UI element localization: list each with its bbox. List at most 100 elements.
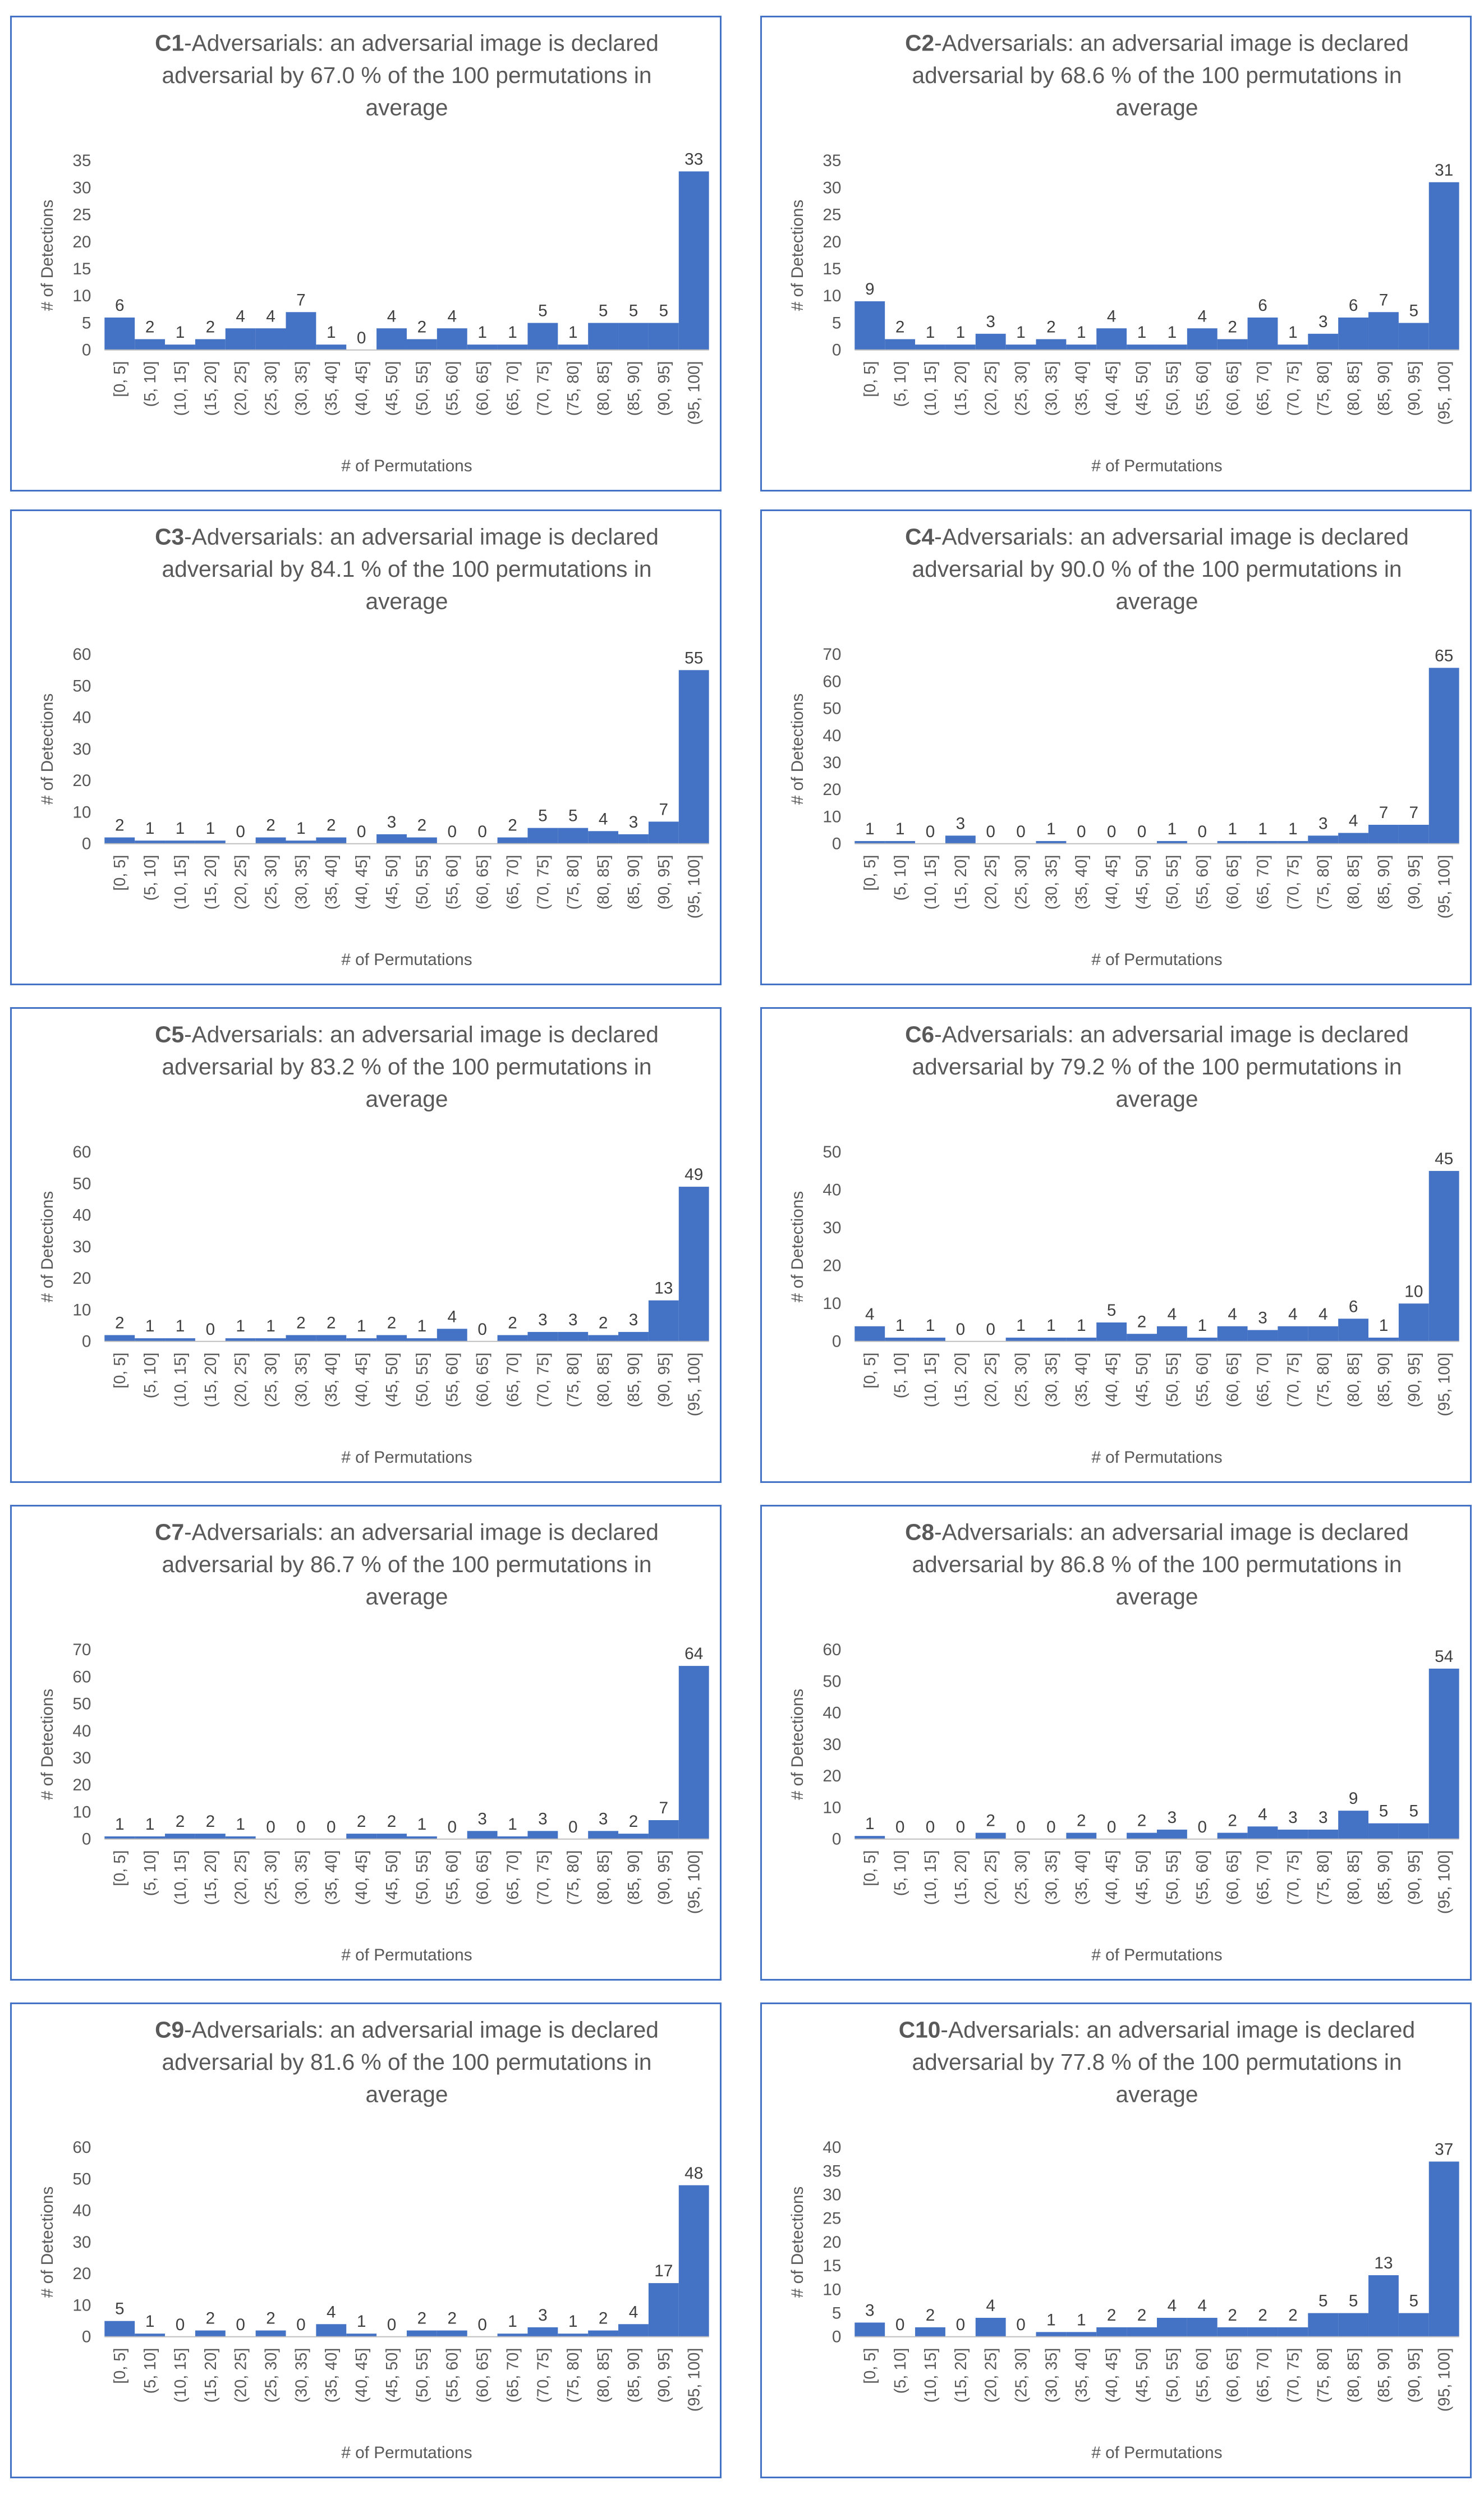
data-label: 1 — [1046, 820, 1056, 838]
data-label: 2 — [115, 1314, 125, 1333]
bar — [1217, 840, 1248, 844]
x-tick-label: (90, 95] — [655, 1353, 673, 1408]
x-tick-label: (95, 100] — [1436, 361, 1454, 425]
x-tick-label: (65, 70] — [1254, 2348, 1272, 2403]
data-label: 1 — [417, 1815, 427, 1834]
data-label: 0 — [357, 823, 366, 841]
data-label: 7 — [296, 291, 306, 309]
bar — [558, 2334, 589, 2337]
bar — [1096, 1322, 1127, 1342]
x-tick-label: [0, 5] — [861, 2348, 879, 2384]
bar — [104, 1836, 135, 1839]
data-label: 4 — [1288, 1305, 1298, 1324]
x-tick-label: (20, 25] — [232, 1353, 250, 1408]
bar — [1217, 1832, 1248, 1839]
data-label: 4 — [447, 1307, 457, 1326]
x-tick-label: (35, 40] — [1073, 2348, 1091, 2403]
bar — [195, 840, 226, 844]
chart-title-line-3: average — [1115, 1086, 1198, 1112]
y-tick-label: 20 — [72, 771, 91, 790]
bar — [225, 1338, 256, 1342]
bar — [1368, 1823, 1399, 1839]
chart-svg: C5-Adversarials: an adversarial image is… — [38, 1022, 709, 1467]
bar — [1217, 1326, 1248, 1342]
chart-name: C7 — [155, 1519, 184, 1545]
x-tick-label: (50, 55] — [414, 855, 431, 910]
chart-title-line-2: adversarial by 84.1 % of the 100 permuta… — [162, 556, 651, 582]
y-tick-label: 0 — [82, 835, 91, 853]
bar — [1217, 2327, 1248, 2337]
data-label: 2 — [1137, 2306, 1147, 2325]
x-tick-label: (45, 50] — [383, 361, 401, 416]
data-label: 0 — [477, 2316, 487, 2334]
x-tick-label: (5, 10] — [141, 1353, 159, 1399]
x-tick-label: (40, 45] — [353, 1353, 371, 1408]
data-label: 0 — [1016, 823, 1026, 841]
bar — [1338, 2313, 1369, 2337]
x-tick-label: (60, 65] — [474, 855, 492, 910]
data-label: 0 — [236, 2316, 245, 2334]
x-tick-label: (55, 60] — [1194, 855, 1212, 910]
chart-title-line-1: C7-Adversarials: an adversarial image is… — [155, 1519, 659, 1545]
x-tick-label: (35, 40] — [323, 1850, 341, 1905]
bar — [648, 1300, 679, 1342]
data-label: 4 — [1258, 1805, 1267, 1824]
x-tick-label: (95, 100] — [1436, 1850, 1454, 1914]
data-label: 2 — [327, 816, 336, 835]
data-label: 54 — [1435, 1647, 1453, 1666]
bar — [346, 2334, 377, 2337]
x-tick-label: (45, 50] — [383, 1850, 401, 1905]
y-tick-label: 20 — [72, 1776, 91, 1794]
x-tick-label: (60, 65] — [1224, 855, 1242, 910]
chart-title-text: -Adversarials: an adversarial image is d… — [184, 1519, 659, 1545]
bar — [618, 2324, 649, 2337]
chart-panel-c4: C4-Adversarials: an adversarial image is… — [760, 509, 1472, 985]
chart-title-line-3: average — [1115, 2082, 1198, 2107]
x-tick-label: (5, 10] — [141, 855, 159, 901]
x-tick-label: (95, 100] — [1436, 2348, 1454, 2412]
y-tick-label: 70 — [72, 1641, 91, 1659]
y-tick-label: 10 — [72, 1301, 91, 1319]
bar — [1217, 339, 1248, 350]
bar — [678, 171, 709, 350]
data-label: 6 — [1349, 1297, 1358, 1316]
y-tick-label: 40 — [72, 1722, 91, 1740]
y-tick-label: 30 — [72, 2233, 91, 2252]
x-tick-label: (45, 50] — [1133, 361, 1151, 416]
x-tick-label: (25, 30] — [1013, 361, 1031, 416]
x-tick-label: (20, 25] — [232, 1850, 250, 1905]
bar — [497, 1335, 528, 1342]
bar — [1096, 328, 1127, 350]
x-tick-label: (40, 45] — [353, 361, 371, 416]
y-tick-label: 40 — [72, 709, 91, 727]
bar — [1398, 825, 1429, 844]
y-tick-label: 15 — [823, 2257, 841, 2275]
bar — [104, 317, 135, 350]
data-label: 5 — [1107, 1301, 1117, 1320]
x-tick-label: (25, 30] — [263, 855, 281, 910]
bar — [1278, 1326, 1308, 1342]
data-label: 1 — [1016, 1316, 1026, 1335]
data-label: 1 — [357, 2312, 366, 2331]
bar — [1308, 1829, 1339, 1839]
data-label: 48 — [684, 2164, 703, 2183]
x-tick-label: (15, 20] — [952, 855, 970, 910]
x-tick-label: (65, 70] — [1254, 1850, 1272, 1905]
bar — [915, 1338, 945, 1342]
chart-title-line-1: C10-Adversarials: an adversarial image i… — [899, 2017, 1415, 2043]
bar — [588, 2330, 619, 2337]
bar — [588, 1335, 619, 1342]
y-tick-label: 25 — [823, 2210, 841, 2228]
data-label: 1 — [327, 323, 336, 342]
chart-svg: C9-Adversarials: an adversarial image is… — [38, 2017, 709, 2462]
bar — [1036, 1338, 1067, 1342]
data-label: 1 — [865, 820, 875, 838]
data-label: 4 — [266, 307, 275, 325]
x-tick-label: (30, 35] — [1042, 2348, 1060, 2403]
chart-title-text: -Adversarials: an adversarial image is d… — [940, 2017, 1415, 2043]
data-label: 3 — [599, 1809, 608, 1828]
x-tick-label: (95, 100] — [686, 361, 704, 425]
bar — [1247, 840, 1278, 844]
y-tick-label: 0 — [832, 1333, 842, 1351]
x-tick-label: (80, 85] — [1345, 1850, 1363, 1905]
